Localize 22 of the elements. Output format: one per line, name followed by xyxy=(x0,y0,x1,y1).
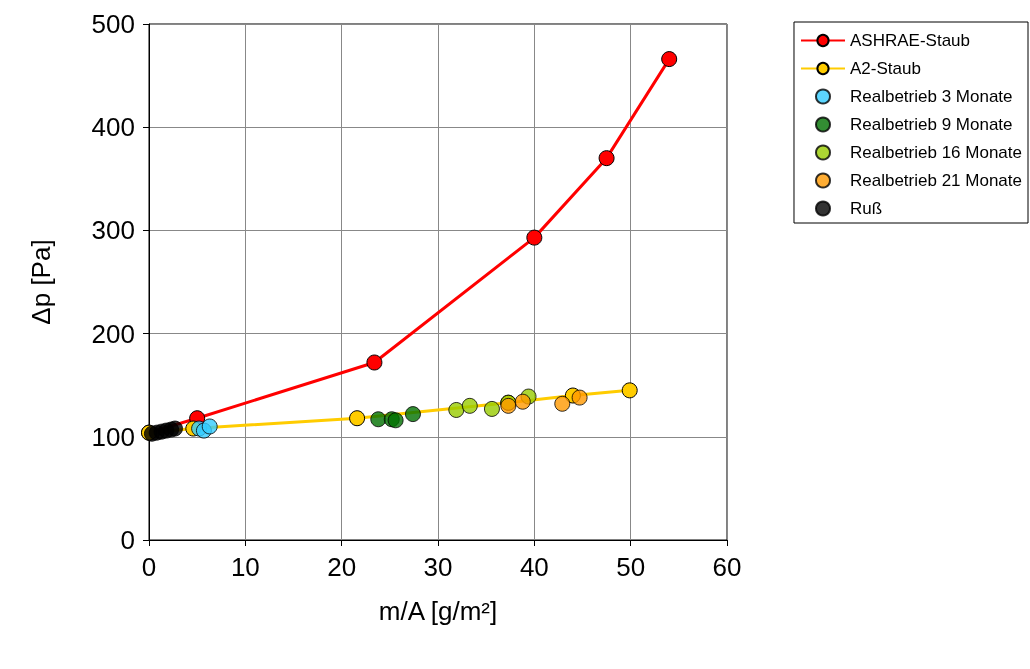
legend-label: Realbetrieb 9 Monate xyxy=(850,115,1013,134)
legend-label: Realbetrieb 3 Monate xyxy=(850,87,1013,106)
y-tick-label: 0 xyxy=(120,525,135,555)
x-tick-label: 20 xyxy=(327,552,357,582)
x-tick-label: 30 xyxy=(423,552,453,582)
legend-label: Ruß xyxy=(850,199,883,218)
legend-label: ASHRAE-Staub xyxy=(850,31,970,50)
legend-label: A2-Staub xyxy=(850,59,921,78)
y-tick-label: 300 xyxy=(91,215,135,246)
x-tick-label: 50 xyxy=(616,552,646,582)
x-tick-label: 60 xyxy=(712,552,742,582)
x-axis-title: m/A [g/m²] xyxy=(378,596,498,626)
x-tick-label: 40 xyxy=(519,552,549,582)
y-tick-label: 200 xyxy=(91,318,135,349)
x-tick-label: 10 xyxy=(230,552,260,582)
y-axis-title: Δp [Pa] xyxy=(26,239,56,325)
legend-label: Realbetrieb 21 Monate xyxy=(850,171,1023,190)
legend-label: Realbetrieb 16 Monate xyxy=(850,143,1023,162)
y-tick-label: 500 xyxy=(91,9,135,39)
y-tick-label: 100 xyxy=(91,421,135,452)
y-tick-label: 400 xyxy=(91,112,135,143)
x-tick-label: 0 xyxy=(141,552,157,582)
